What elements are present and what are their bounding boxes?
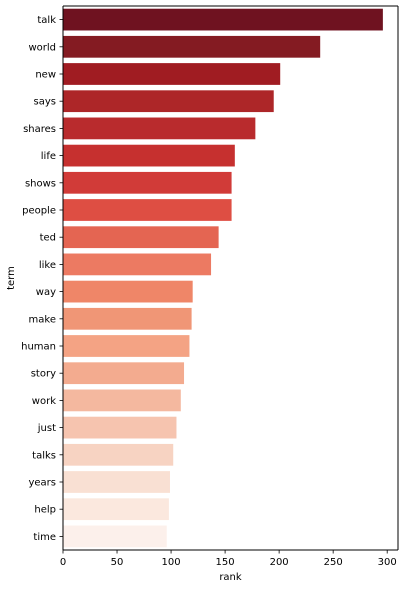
bar-help [63, 498, 169, 521]
y-tick-label: human [21, 342, 56, 353]
bar-says [63, 90, 274, 113]
x-tick-label: 200 [270, 557, 289, 568]
y-tick-label: world [28, 42, 56, 53]
bar-people [63, 199, 232, 221]
x-tick-label: 0 [60, 557, 66, 568]
y-tick-label: make [29, 314, 56, 325]
y-tick-label: just [37, 423, 56, 434]
y-tick-label: new [35, 70, 56, 81]
y-tick-label: talk [37, 15, 56, 26]
bar-shows [63, 171, 232, 194]
x-tick-label: 150 [216, 557, 235, 568]
bar-human [63, 335, 190, 357]
bars-group [63, 8, 383, 548]
bar-time [63, 525, 167, 548]
bar-new [63, 63, 281, 85]
bar-work [63, 389, 181, 412]
y-tick-label: life [41, 151, 56, 162]
y-tick-label: years [28, 478, 56, 489]
bar-story [63, 362, 185, 385]
x-tick-label: 100 [162, 557, 181, 568]
bar-world [63, 35, 321, 58]
y-tick-label: work [32, 396, 56, 407]
y-tick-label: shows [25, 178, 56, 189]
y-tick-label: ted [40, 233, 56, 244]
bar-just [63, 416, 177, 439]
bar-way [63, 280, 193, 303]
y-tick-label: like [39, 260, 56, 271]
y-axis-label: term [6, 266, 17, 290]
y-tick-label: people [22, 206, 56, 217]
x-axis-label: rank [219, 572, 242, 583]
y-tick-label: time [33, 532, 56, 543]
bar-talk [63, 8, 383, 31]
bar-shares [63, 117, 256, 140]
bar-talks [63, 443, 174, 466]
bar-like [63, 253, 212, 276]
y-tick-label: shares [23, 124, 56, 135]
x-tick-label: 300 [378, 557, 397, 568]
y-tick-labels: talk world new says shares life shows people ted… [21, 15, 63, 543]
x-tick-label: 250 [324, 557, 343, 568]
y-tick-label: way [36, 287, 56, 298]
y-tick-label: talks [32, 450, 56, 461]
bar-life [63, 144, 235, 167]
x-tick-labels: 0 50 100 150 200 250 300 [60, 550, 397, 568]
y-tick-label: says [34, 97, 56, 108]
y-tick-label: story [31, 369, 56, 380]
bar-make [63, 307, 192, 330]
x-tick-label: 50 [111, 557, 124, 568]
bar-years [63, 471, 170, 493]
bar-ted [63, 226, 219, 249]
y-tick-label: help [34, 505, 56, 516]
